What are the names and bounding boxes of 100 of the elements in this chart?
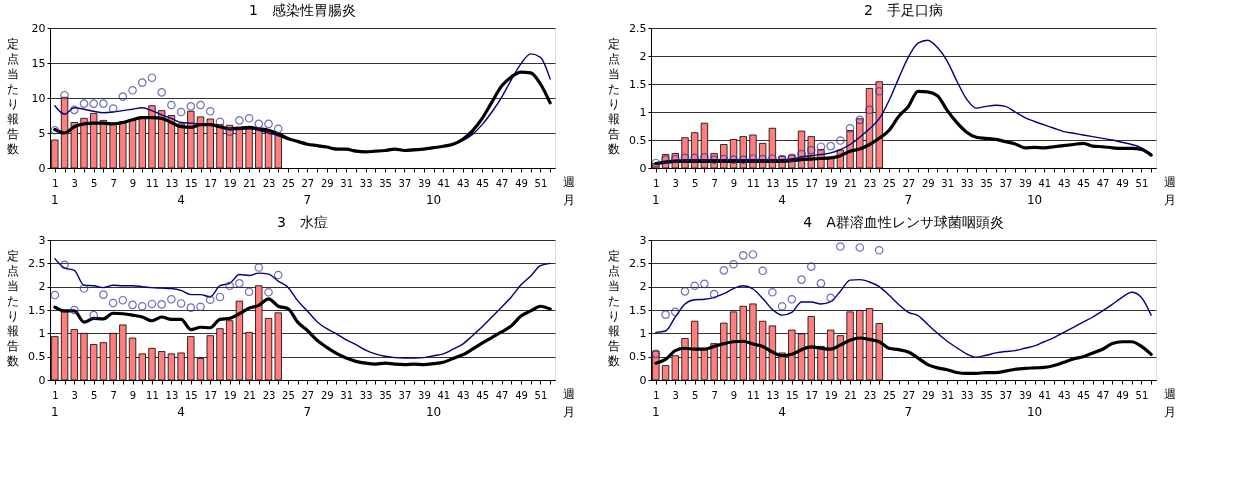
text: 1 bbox=[652, 193, 660, 207]
text: 4 bbox=[778, 193, 786, 207]
x-tick-label: 43 bbox=[456, 177, 470, 189]
x-tick-label: 33 bbox=[359, 177, 373, 189]
y-tick-label: 3 bbox=[639, 233, 647, 247]
chart-title: 3 水痘 bbox=[277, 214, 328, 230]
x-tick-label: 5 bbox=[692, 177, 699, 189]
x-tick-label: 49 bbox=[1116, 177, 1129, 189]
x-tick-label: 15 bbox=[184, 177, 198, 189]
text: 7 bbox=[904, 193, 913, 207]
x-tick-label: 41 bbox=[437, 177, 451, 189]
x-tick-label: 47 bbox=[495, 177, 509, 189]
text: 1 bbox=[51, 193, 59, 207]
y-tick-label: 0.5 bbox=[629, 133, 647, 147]
x-tick-label: 49 bbox=[515, 177, 528, 189]
x-tick-label: 37 bbox=[999, 389, 1013, 401]
x-tick-label: 35 bbox=[980, 177, 993, 189]
y-tick-label: 1 bbox=[38, 326, 46, 340]
x-tick-label: 1 bbox=[52, 177, 59, 189]
x-tick-label: 1 bbox=[653, 389, 660, 401]
x-tick-label: 41 bbox=[1038, 177, 1052, 189]
x-tick-label: 9 bbox=[129, 177, 137, 189]
x-tick-label: 39 bbox=[418, 177, 431, 189]
y-tick-label: 2.5 bbox=[28, 256, 46, 270]
x-tick-label: 25 bbox=[282, 177, 295, 189]
x-tick-label: 3 bbox=[71, 389, 78, 401]
x-tick-label: 31 bbox=[340, 177, 354, 189]
x-tick-label: 11 bbox=[146, 389, 159, 401]
y-tick-label: 1 bbox=[639, 105, 647, 119]
x-tick-label: 19 bbox=[824, 177, 838, 189]
x-tick-label: 33 bbox=[359, 389, 373, 401]
text: 7 bbox=[303, 405, 312, 419]
x-tick-label: 43 bbox=[1057, 389, 1071, 401]
x-tick-label: 23 bbox=[262, 177, 276, 189]
y-tick-label: 20 bbox=[31, 21, 46, 35]
y-axis-title: 定点当たり報告数 bbox=[6, 248, 19, 368]
y-tick-label: 2 bbox=[639, 49, 647, 63]
x-tick-label: 7 bbox=[110, 389, 117, 401]
x-tick-label: 47 bbox=[495, 389, 509, 401]
x-tick-label: 7 bbox=[711, 177, 718, 189]
x-tick-label: 51 bbox=[1135, 177, 1149, 189]
x-tick-label: 15 bbox=[785, 389, 799, 401]
x-tick-label: 35 bbox=[379, 389, 392, 401]
y-tick-label: 0 bbox=[38, 373, 46, 387]
y-tick-label: 2.5 bbox=[629, 256, 647, 270]
text: 1 bbox=[652, 405, 660, 419]
text: 4 bbox=[778, 405, 786, 419]
x-tick-label: 43 bbox=[1057, 177, 1071, 189]
x-tick-label: 27 bbox=[902, 389, 916, 401]
y-tick-label: 0.5 bbox=[629, 350, 647, 364]
x-tick-label: 19 bbox=[824, 389, 838, 401]
x-axis-title: 週 bbox=[1164, 175, 1176, 189]
x-tick-label: 7 bbox=[110, 177, 117, 189]
x-tick-label: 33 bbox=[960, 177, 974, 189]
x-tick-label: 39 bbox=[418, 389, 431, 401]
x-tick-label: 21 bbox=[243, 177, 256, 189]
text: 4 bbox=[177, 193, 185, 207]
y-tick-label: 0.5 bbox=[28, 350, 46, 364]
text: 月 bbox=[563, 405, 575, 419]
x-tick-label: 27 bbox=[902, 177, 916, 189]
x-tick-label: 1 bbox=[653, 177, 660, 189]
x-tick-label: 23 bbox=[262, 389, 276, 401]
x-tick-label: 29 bbox=[320, 389, 334, 401]
x-tick-label: 21 bbox=[243, 389, 256, 401]
y-tick-label: 2 bbox=[38, 280, 46, 294]
x-axis-title: 週 bbox=[1164, 387, 1176, 401]
x-tick-label: 5 bbox=[91, 177, 98, 189]
x-tick-label: 29 bbox=[320, 177, 334, 189]
x-tick-label: 31 bbox=[941, 389, 955, 401]
x-tick-label: 13 bbox=[766, 177, 780, 189]
x-tick-label: 27 bbox=[301, 177, 315, 189]
x-tick-label: 39 bbox=[1019, 177, 1032, 189]
y-axis-title: 定点当たり報告数 bbox=[607, 248, 620, 368]
text: 10 bbox=[425, 405, 442, 419]
y-tick-label: 0 bbox=[639, 161, 647, 175]
x-tick-label: 35 bbox=[379, 177, 392, 189]
x-tick-label: 9 bbox=[730, 177, 738, 189]
y-tick-label: 1.5 bbox=[629, 303, 647, 317]
x-tick-label: 27 bbox=[301, 389, 315, 401]
y-tick-label: 1.5 bbox=[629, 77, 647, 91]
x-tick-label: 29 bbox=[921, 389, 935, 401]
y-tick-label: 5 bbox=[38, 126, 46, 140]
x-tick-label: 35 bbox=[980, 389, 993, 401]
text: 月 bbox=[1164, 405, 1176, 419]
x-tick-label: 19 bbox=[223, 389, 237, 401]
text: 10 bbox=[1026, 193, 1043, 207]
x-tick-label: 11 bbox=[747, 389, 760, 401]
x-tick-label: 1 bbox=[52, 389, 59, 401]
x-tick-label: 17 bbox=[805, 177, 819, 189]
y-axis-title: 定点当たり報告数 bbox=[607, 36, 620, 156]
x-axis-title: 週 bbox=[563, 175, 575, 189]
y-tick-label: 10 bbox=[31, 91, 46, 105]
x-tick-label: 3 bbox=[672, 177, 679, 189]
x-tick-label: 23 bbox=[863, 177, 877, 189]
x-tick-label: 3 bbox=[672, 389, 679, 401]
x-tick-label: 45 bbox=[1077, 389, 1091, 401]
text: 月 bbox=[563, 193, 575, 207]
x-tick-label: 25 bbox=[282, 389, 295, 401]
x-tick-label: 33 bbox=[960, 389, 974, 401]
x-tick-label: 19 bbox=[223, 177, 237, 189]
